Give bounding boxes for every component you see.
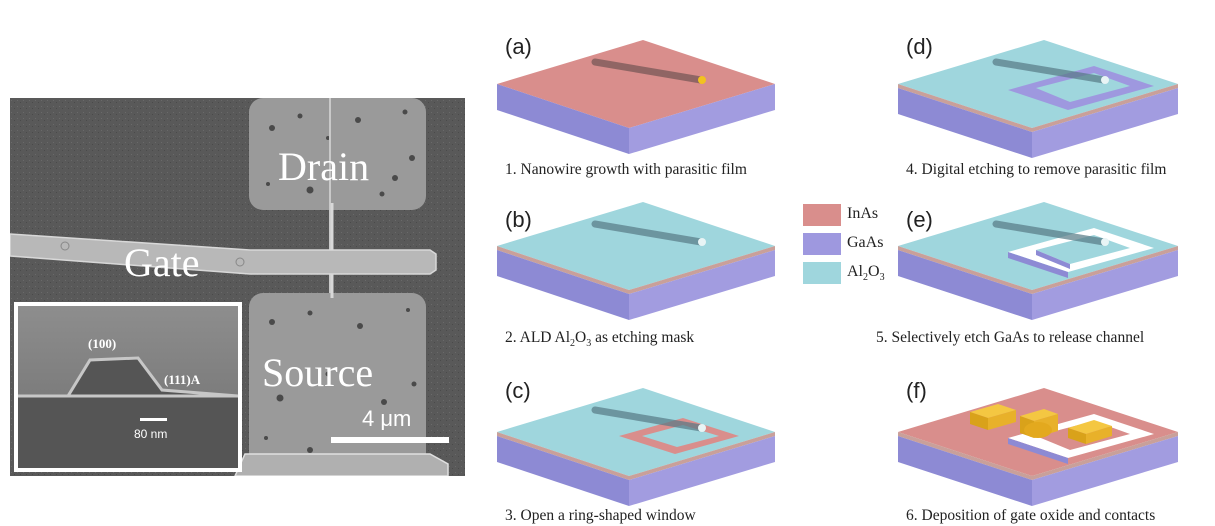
panel-f-caption: 6. Deposition of gate oxide and contacts (906, 507, 1156, 524)
scale-bar-label: 4 μm (362, 406, 411, 431)
panel-e-label: (e) (906, 207, 933, 232)
gate-electrode (10, 233, 437, 275)
legend-swatch-al2o3 (803, 262, 841, 284)
gate-metal (1020, 409, 1058, 421)
legend-swatch-gaas (803, 233, 841, 255)
drain-label: Drain (278, 144, 369, 189)
legend-swatch-inas (803, 204, 841, 226)
panel-a-caption: 1. Nanowire growth with parasitic film (505, 161, 747, 178)
panel-c-label: (c) (505, 378, 531, 403)
panel-b-diagram (497, 202, 775, 320)
legend-label-gaas: GaAs (847, 234, 884, 251)
panel-b-caption: 2. ALD Al2O3 as etching mask (505, 329, 695, 350)
panel-f-diagram (898, 388, 1178, 506)
panel-d-caption: 4. Digital etching to remove parasitic f… (906, 161, 1167, 178)
panel-b-label: (b) (505, 207, 532, 232)
source-pad (249, 293, 426, 471)
panel-a-label: (a) (505, 34, 532, 59)
panel-a-diagram (497, 40, 775, 154)
contact-left (970, 404, 1016, 418)
panel-e-caption: 5. Selectively etch GaAs to release chan… (876, 329, 1145, 346)
legend-label-al2o3: Al2O3 (847, 263, 885, 284)
panel-c-caption: 3. Open a ring-shaped window (505, 507, 696, 524)
panel-d-label: (d) (906, 34, 933, 59)
source-label: Source (262, 350, 373, 395)
legend-label-inas: InAs (847, 205, 879, 222)
inset-facet-top: (100) (88, 336, 116, 351)
sem-micrograph: Drain Gate Source 4 μm (100) (111)A 80 n… (10, 98, 465, 476)
panel-f-label: (f) (906, 378, 927, 403)
gate-label: Gate (124, 240, 200, 285)
inset-cross-section: (100) (111)A 80 nm (14, 302, 242, 472)
inset-scale-bar (140, 418, 167, 421)
inset-facet-side: (111)A (164, 372, 201, 387)
inset-scale-label: 80 nm (134, 427, 167, 441)
drain-pad (249, 98, 426, 210)
panel-d-diagram (898, 40, 1178, 158)
panel-c-diagram (497, 388, 775, 506)
contact-right (1068, 420, 1112, 434)
panel-e-diagram (898, 202, 1178, 320)
scale-bar (331, 437, 449, 443)
